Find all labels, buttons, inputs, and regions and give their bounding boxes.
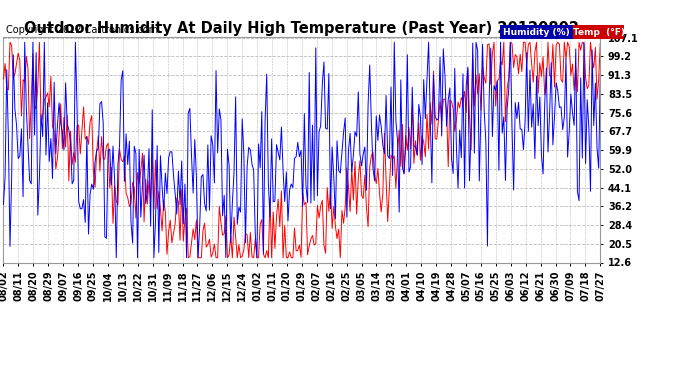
Text: Temp  (°F): Temp (°F): [573, 28, 624, 37]
Text: Humidity (%): Humidity (%): [503, 28, 570, 37]
Text: Copyright 2012 Cartronics.com: Copyright 2012 Cartronics.com: [6, 25, 159, 35]
Title: Outdoor Humidity At Daily High Temperature (Past Year) 20120802: Outdoor Humidity At Daily High Temperatu…: [24, 21, 580, 36]
